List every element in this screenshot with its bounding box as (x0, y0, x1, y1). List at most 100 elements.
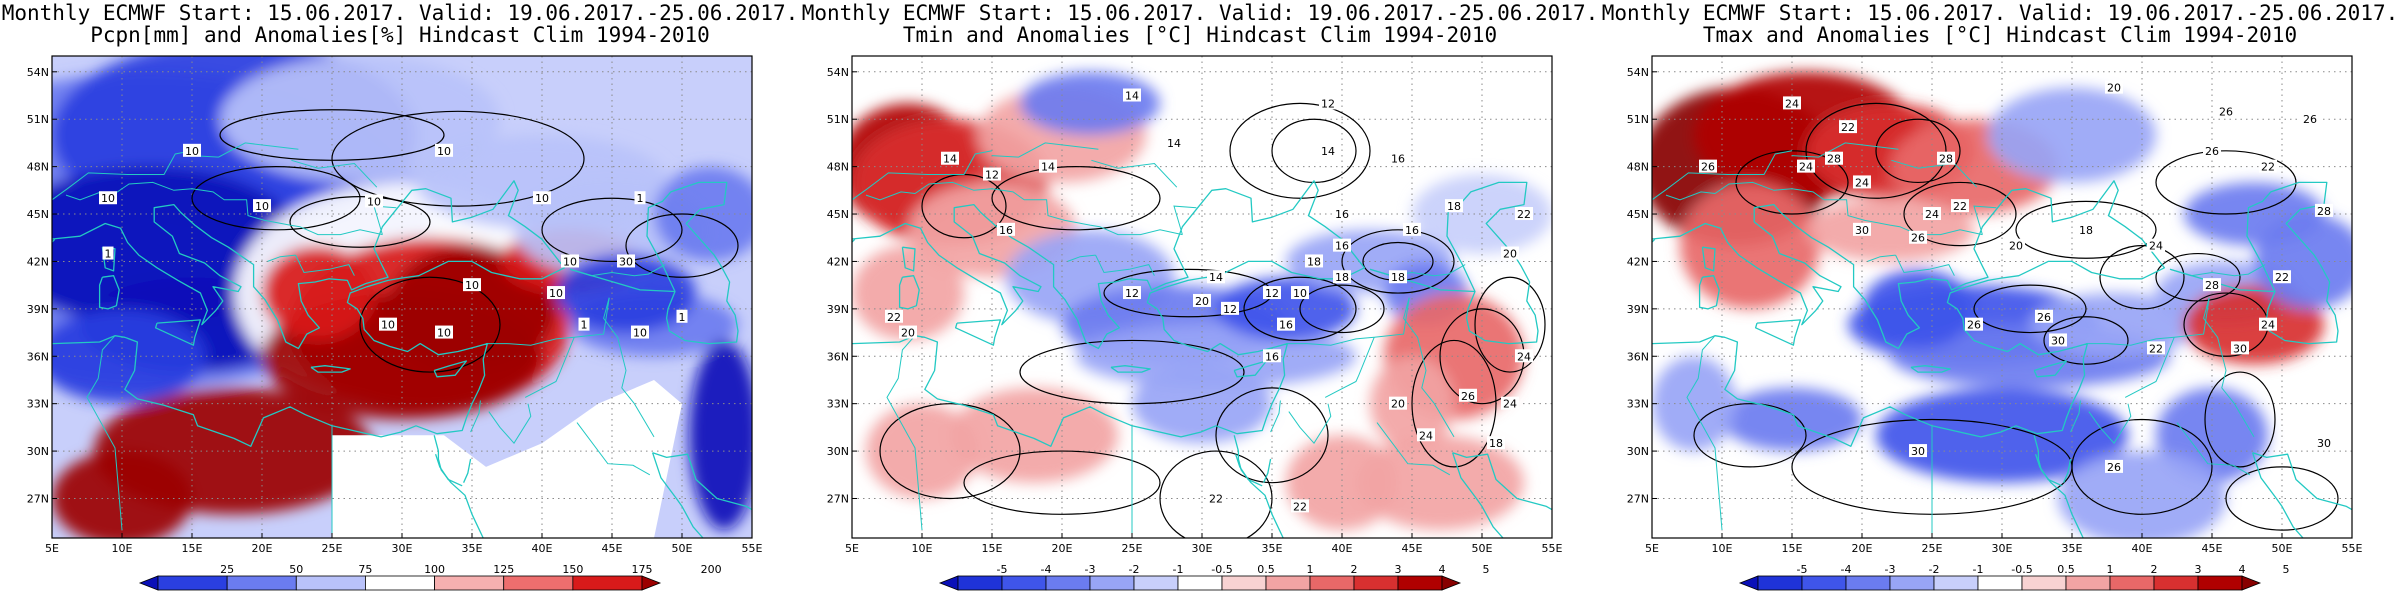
contour-line (289, 196, 431, 248)
colorbar-segment (1309, 575, 1355, 591)
contour-line (1805, 102, 1947, 199)
contour-label: 18 (1307, 255, 1321, 268)
colorbar-label: 0.5 (1257, 563, 1275, 576)
colorbar: 25 50 75 100 125 150 175 200 (138, 563, 722, 591)
contour-line (331, 110, 585, 207)
longitude-tick-label: 55E (1542, 542, 1563, 555)
anomaly-region (1806, 198, 1974, 262)
contour-line (2043, 316, 2129, 365)
contour-label: 24 (1517, 350, 1531, 363)
contour-label: 22 (2149, 342, 2163, 355)
colorbar-label: 100 (424, 563, 445, 576)
contour-label: 22 (1953, 200, 1967, 213)
anomaly-region (2058, 451, 2226, 538)
contour-label: 16 (1265, 350, 1279, 363)
colorbar-label: 25 (220, 563, 234, 576)
longitude-tick-label: 10E (912, 542, 933, 555)
country-border (569, 264, 666, 277)
colorbar-segment (1889, 575, 1935, 591)
coastline (98, 275, 120, 310)
map-panel-precipitation: Monthly ECMWF Start: 15.06.2017. Valid: … (0, 0, 800, 600)
contour-line (1693, 403, 1807, 468)
contour-line (2225, 466, 2339, 531)
contour-label: 20 (1503, 248, 1517, 261)
anomaly-region (1652, 356, 1736, 452)
contour-labels: 1412141412141416161816162220201618121018… (885, 88, 1533, 513)
country-border (524, 337, 575, 398)
contour-line (541, 197, 683, 263)
contour-label: 10 (633, 327, 647, 340)
contour-label: 26 (1701, 161, 1715, 174)
contour-label: 24 (2261, 319, 2275, 332)
contour-label: 28 (1827, 153, 1841, 166)
anomaly-region (852, 245, 964, 341)
country-border (1652, 150, 1793, 201)
contour-label: 22 (2275, 271, 2289, 284)
coastline (852, 238, 856, 244)
longitude-tick-label: 5E (1645, 542, 1659, 555)
contour-label: 12 (1321, 97, 1335, 110)
contour-label: 14 (1125, 90, 1139, 103)
longitude-tick-label: 50E (2272, 542, 2293, 555)
contour-label: 20 (901, 327, 915, 340)
contour-label: 30 (2051, 334, 2065, 347)
contour-label: 26 (1967, 319, 1981, 332)
contour-label: 1 (581, 319, 588, 332)
contour-label: 10 (549, 287, 563, 300)
latitude-tick-label: 27N (1627, 492, 1649, 505)
colorbar-segment (226, 575, 297, 591)
colorbar-segment (1221, 575, 1267, 591)
contour-line (2099, 245, 2185, 310)
contour-label: 28 (2205, 279, 2219, 292)
anomaly-region (1286, 435, 1398, 531)
country-border (488, 403, 532, 445)
panel-title-line1: Monthly ECMWF Start: 15.06.2017. Valid: … (1601, 1, 2399, 25)
contour-label: 10 (563, 255, 577, 268)
country-border (2203, 297, 2255, 438)
country-border (1891, 159, 1978, 188)
contour-label: 10 (437, 145, 451, 158)
contour-line (1019, 339, 1245, 405)
coastline (1234, 453, 1263, 487)
colorbar-label: 1 (1307, 563, 1314, 576)
country-borders (852, 142, 1466, 538)
country-border (267, 254, 296, 262)
coastline (52, 180, 566, 447)
coastline (954, 319, 1002, 346)
contour-label: 16 (1279, 319, 1293, 332)
coastlines (852, 180, 1552, 538)
contour-label: 14 (943, 153, 957, 166)
contour-label: 22 (1209, 492, 1223, 505)
contour-line (1229, 102, 1371, 199)
colorbar-label: 0.5 (2057, 563, 2075, 576)
contour-line (879, 403, 1021, 500)
latitude-tick-label: 33N (1627, 398, 1649, 411)
colorbar-low-triangle (1738, 575, 1759, 591)
map-panel-tmin: Monthly ECMWF Start: 15.06.2017. Valid: … (800, 0, 1600, 600)
contour-label: 18 (1447, 200, 1461, 213)
contour-label: 22 (1841, 121, 1855, 134)
contour-line (191, 166, 361, 231)
contour-label: 26 (1461, 390, 1475, 403)
contour-label: 26 (2107, 461, 2121, 474)
latitude-tick-label: 33N (27, 398, 49, 411)
panel-title-line1: Monthly ECMWF Start: 15.06.2017. Valid: … (801, 1, 1599, 25)
contour-label: 18 (1391, 271, 1405, 284)
country-border (1973, 205, 1997, 235)
longitude-tick-label: 45E (2202, 542, 2223, 555)
contour-line (1474, 276, 1546, 373)
country-border (1067, 254, 1096, 262)
contour-label: 16 (1335, 240, 1349, 253)
longitude-tick-label: 20E (1852, 542, 1873, 555)
contour-line (1215, 387, 1329, 484)
colorbar-segment (503, 575, 574, 591)
coastline (1452, 452, 1552, 511)
latitude-tick-label: 30N (27, 445, 49, 458)
contour-line (1243, 276, 1357, 342)
panel-title-line2: Pcpn[mm] and Anomalies[%] Hindcast Clim … (90, 23, 710, 47)
country-border (576, 422, 651, 476)
colorbar-label: -5 (997, 563, 1008, 576)
latitude-tick-label: 51N (827, 113, 849, 126)
colorbar-label: 150 (562, 563, 583, 576)
